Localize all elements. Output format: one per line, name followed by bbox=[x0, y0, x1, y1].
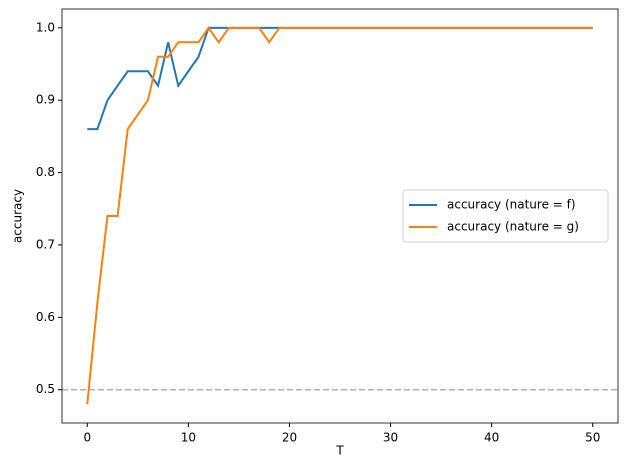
y-tick-label: 0.6 bbox=[36, 310, 55, 324]
x-tick-label: 50 bbox=[585, 431, 600, 445]
legend-label: accuracy (nature = f) bbox=[447, 198, 576, 212]
x-tick-label: 0 bbox=[83, 431, 91, 445]
legend-box bbox=[402, 189, 609, 243]
x-tick-label: 30 bbox=[383, 431, 398, 445]
y-tick-label: 0.7 bbox=[36, 237, 55, 251]
y-tick-label: 0.8 bbox=[36, 165, 55, 179]
data-line bbox=[86, 26, 593, 405]
x-tick-label: 10 bbox=[181, 431, 196, 445]
plot-frame bbox=[61, 8, 619, 424]
y-tick-label: 1.0 bbox=[36, 20, 55, 34]
data-line bbox=[87, 26, 593, 131]
legend-label: accuracy (nature = g) bbox=[447, 220, 579, 234]
y-tick-label: 0.5 bbox=[36, 382, 55, 396]
y-tick-label: 0.9 bbox=[36, 93, 55, 107]
x-axis-label: T bbox=[335, 444, 344, 458]
x-tick-label: 20 bbox=[282, 431, 297, 445]
y-axis-label: accuracy bbox=[11, 189, 25, 243]
x-tick-label: 40 bbox=[484, 431, 499, 445]
